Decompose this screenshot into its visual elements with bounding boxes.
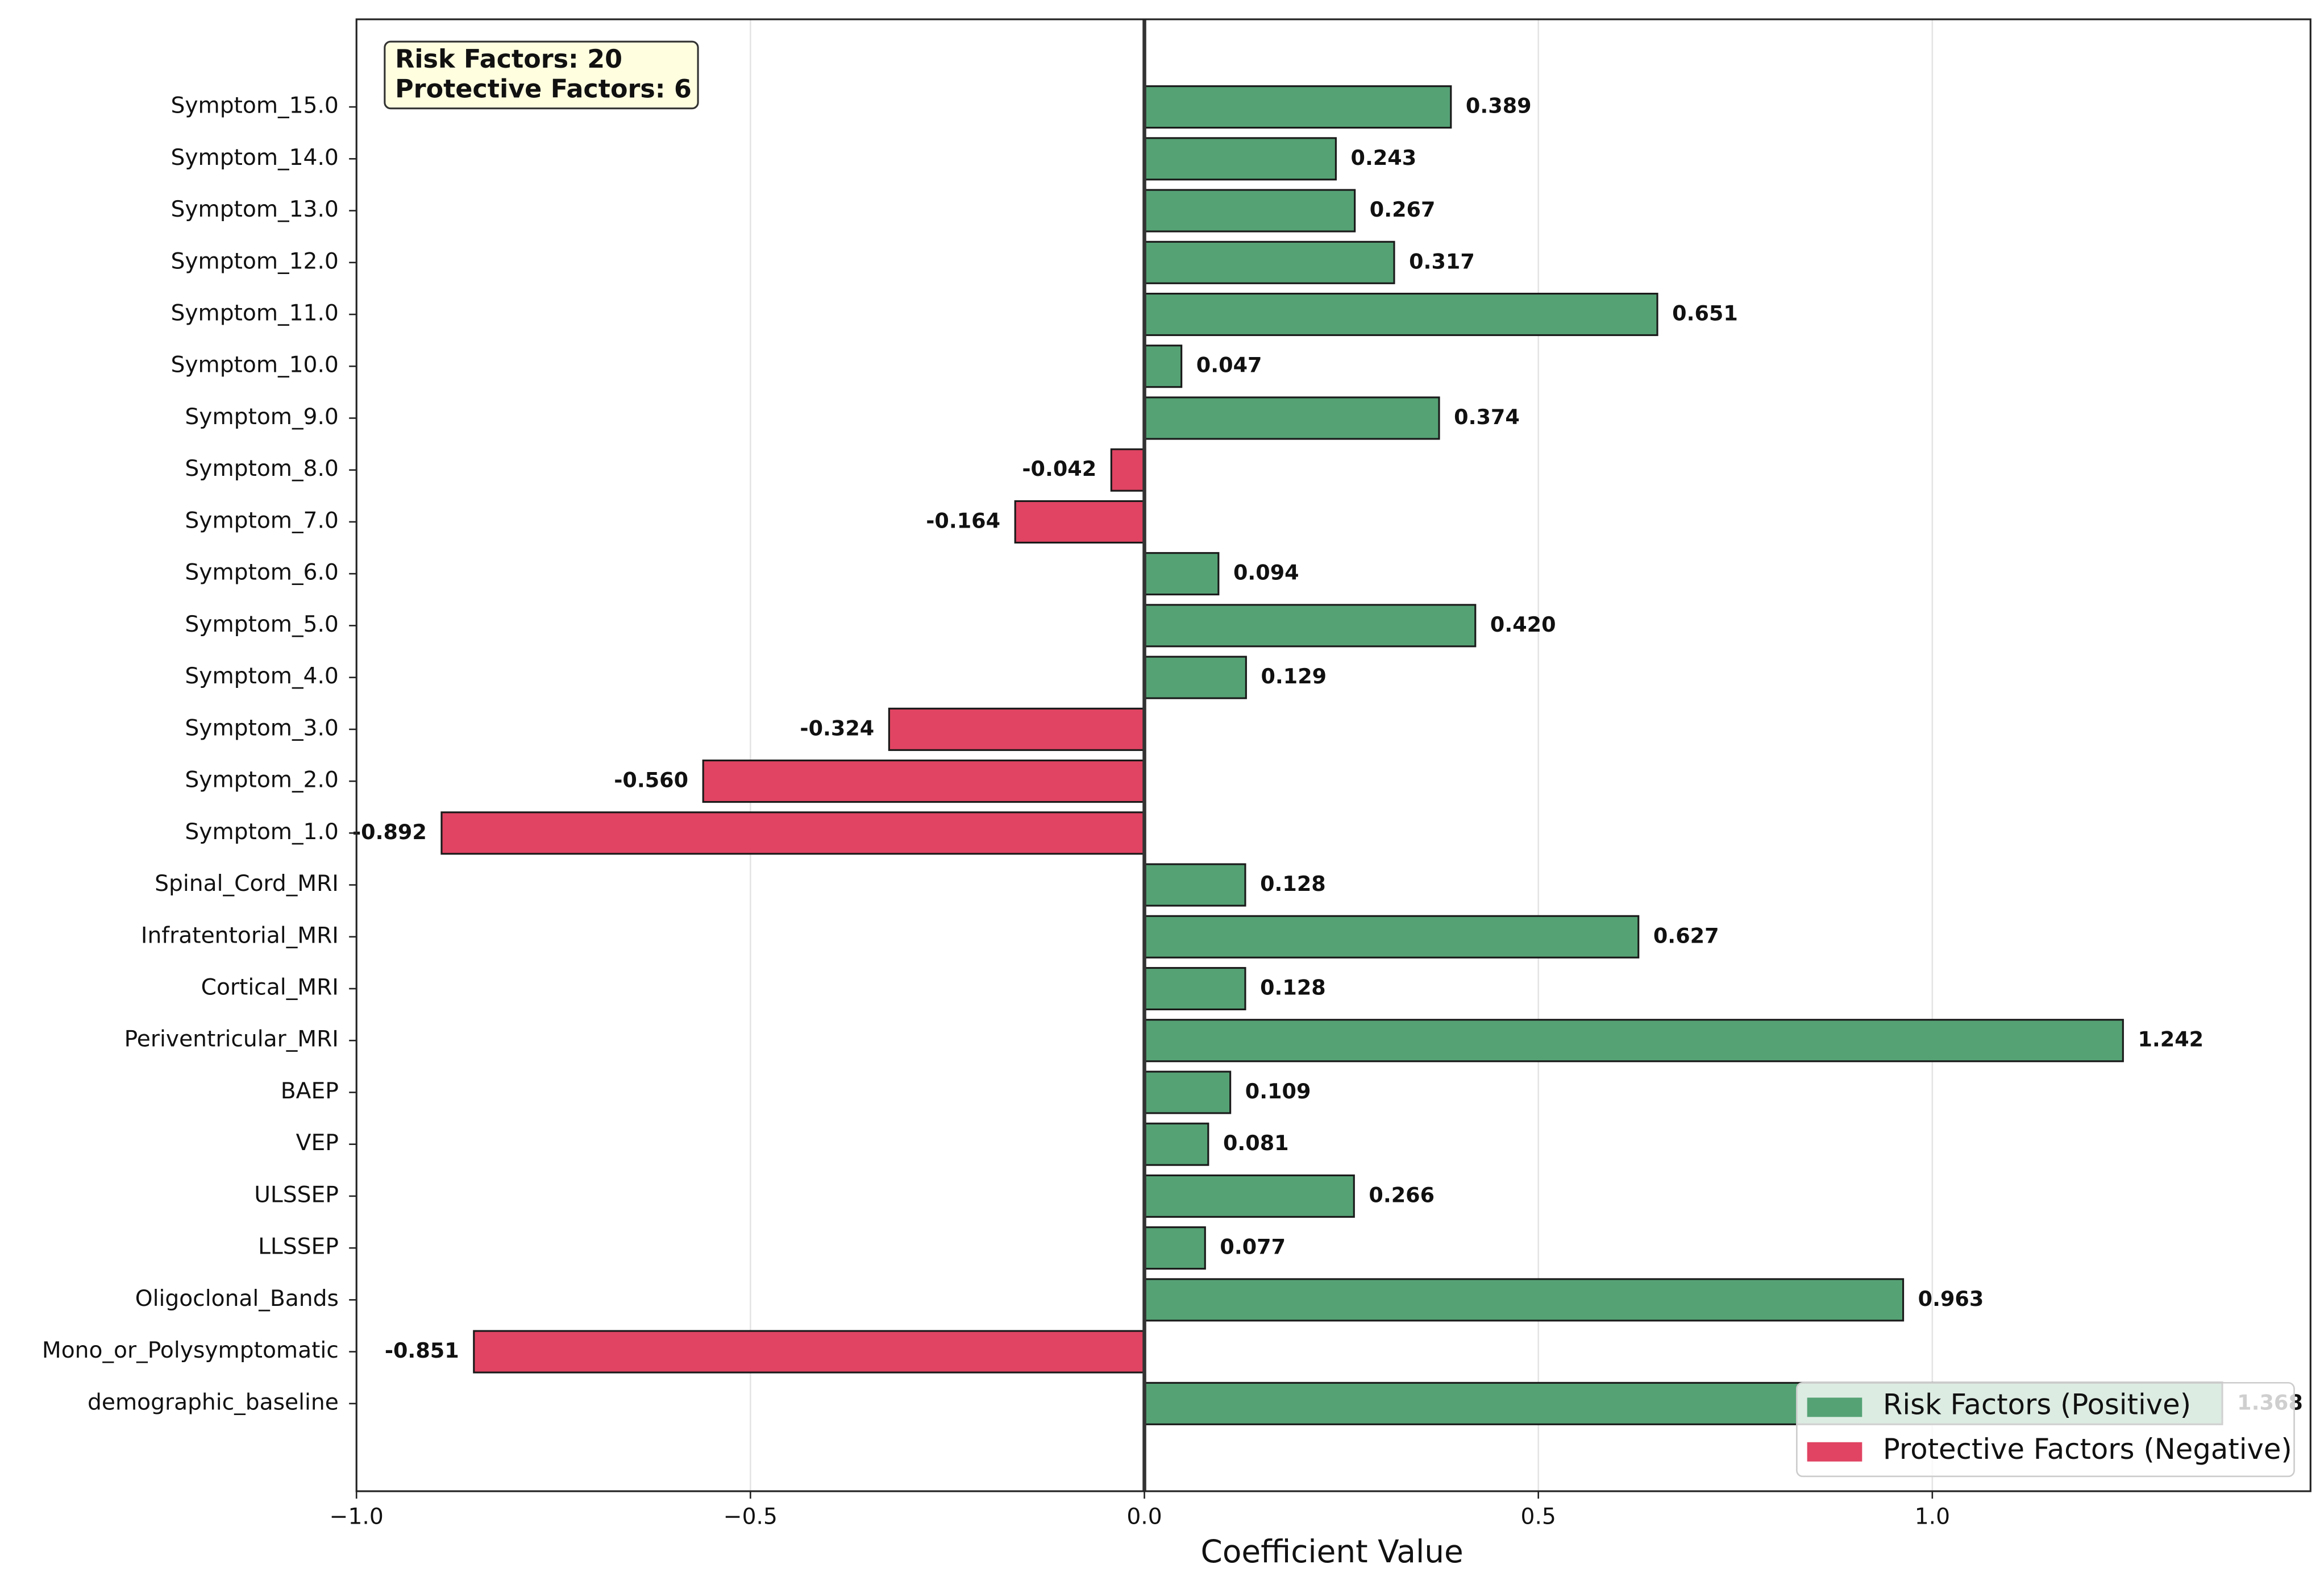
bar: [1143, 915, 1640, 959]
bar: [473, 1330, 1146, 1374]
value-label: 0.627: [1653, 923, 1719, 948]
y-tick-label: ULSSEP: [254, 1182, 339, 1208]
bar: [1110, 448, 1146, 492]
annotation: Risk Factors: 20: [395, 45, 622, 74]
value-label: 0.389: [1466, 94, 1532, 118]
value-label: -0.560: [614, 768, 688, 793]
bar: [1143, 1226, 1206, 1270]
y-tick-label: Symptom_10.0: [171, 352, 339, 378]
value-label: 1.242: [2138, 1027, 2204, 1052]
value-label: 0.420: [1490, 612, 1556, 637]
y-tick-label: Symptom_13.0: [171, 197, 339, 222]
legend-label: Risk Factors (Positive): [1883, 1388, 2191, 1421]
value-label: 0.047: [1196, 353, 1262, 377]
y-tick-label: Symptom_8.0: [185, 456, 338, 482]
bar: [440, 811, 1146, 855]
bar: [1143, 1019, 2124, 1063]
y-tick-label: Symptom_4.0: [185, 663, 338, 689]
legend-swatch: [1807, 1442, 1862, 1462]
value-label: 0.243: [1351, 146, 1417, 170]
value-label: 0.129: [1261, 664, 1327, 688]
value-label: 0.128: [1260, 872, 1326, 896]
y-tick-label: LLSSEP: [258, 1234, 339, 1260]
bar: [1143, 656, 1247, 699]
bar: [1143, 1122, 1209, 1166]
bar: [1143, 863, 1246, 907]
value-label: 0.267: [1370, 197, 1436, 222]
value-label: 0.266: [1369, 1183, 1435, 1207]
bar: [1143, 137, 1337, 181]
x-tick-label: −0.5: [724, 1504, 778, 1529]
y-tick-label: Cortical_MRI: [201, 974, 339, 1000]
y-tick-label: Mono_or_Polysymptomatic: [42, 1338, 339, 1363]
value-label: 0.128: [1260, 975, 1326, 999]
y-tick-label: demographic_baseline: [88, 1389, 339, 1415]
bar: [1143, 552, 1220, 596]
x-tick-label: 0.5: [1521, 1504, 1556, 1529]
value-label: -0.324: [800, 716, 874, 740]
legend-box: [1796, 1382, 2295, 1478]
value-label: 0.109: [1245, 1079, 1311, 1104]
y-tick-label: Symptom_3.0: [185, 715, 338, 741]
bar: [1143, 1278, 1905, 1322]
value-label: 0.317: [1409, 249, 1475, 273]
x-tick-label: −1.0: [330, 1504, 384, 1529]
y-tick-label: Symptom_11.0: [171, 301, 339, 326]
bar: [1143, 604, 1477, 648]
y-tick-label: Periventricular_MRI: [124, 1027, 339, 1052]
y-tick-label: Symptom_2.0: [185, 768, 338, 793]
value-label: 0.963: [1918, 1287, 1984, 1311]
value-label: -0.892: [352, 820, 427, 844]
bar: [702, 760, 1146, 803]
value-label: 0.094: [1233, 561, 1299, 585]
bar: [1143, 1071, 1232, 1114]
legend-label: Protective Factors (Negative): [1883, 1433, 2292, 1466]
annotation-box: [384, 40, 699, 110]
y-tick-label: Symptom_15.0: [171, 93, 339, 119]
value-label: -0.164: [926, 508, 1000, 533]
y-tick-label: Oligoclonal_Bands: [135, 1286, 339, 1312]
value-label: -0.042: [1022, 457, 1096, 481]
value-label: 0.374: [1454, 405, 1520, 429]
bar: [1143, 1174, 1355, 1218]
bar: [1143, 292, 1658, 337]
y-tick-label: VEP: [296, 1130, 339, 1156]
bar: [1014, 500, 1146, 544]
bar: [1143, 345, 1183, 388]
bar: [888, 707, 1146, 751]
plot-frame: [355, 18, 2311, 1492]
y-tick-label: Symptom_6.0: [185, 560, 338, 586]
value-label: 0.077: [1220, 1235, 1286, 1259]
y-tick-label: Symptom_7.0: [185, 508, 338, 533]
annotation: Protective Factors: 6: [395, 74, 692, 103]
y-tick-label: Spinal_Cord_MRI: [155, 871, 339, 897]
y-tick-label: Symptom_14.0: [171, 145, 339, 171]
bar: [1143, 240, 1395, 284]
bar: [1143, 85, 1452, 129]
value-label: 0.651: [1672, 301, 1738, 326]
y-tick-label: BAEP: [281, 1078, 339, 1104]
legend-swatch: [1807, 1397, 1862, 1417]
x-tick-label: 0.0: [1126, 1504, 1162, 1529]
y-tick-label: Symptom_12.0: [171, 248, 339, 274]
y-tick-label: Infratentorial_MRI: [141, 923, 339, 948]
value-label: -0.851: [385, 1338, 459, 1363]
x-axis-label: Coefficient Value: [1201, 1533, 1464, 1570]
y-tick-label: Symptom_9.0: [185, 404, 338, 430]
bar: [1143, 189, 1356, 233]
x-tick-label: 1.0: [1915, 1504, 1950, 1529]
bar: [1143, 396, 1440, 440]
y-tick-label: Symptom_5.0: [185, 612, 338, 637]
y-tick-label: Symptom_1.0: [185, 819, 338, 845]
bar: [1143, 966, 1246, 1011]
value-label: 0.081: [1223, 1131, 1289, 1155]
